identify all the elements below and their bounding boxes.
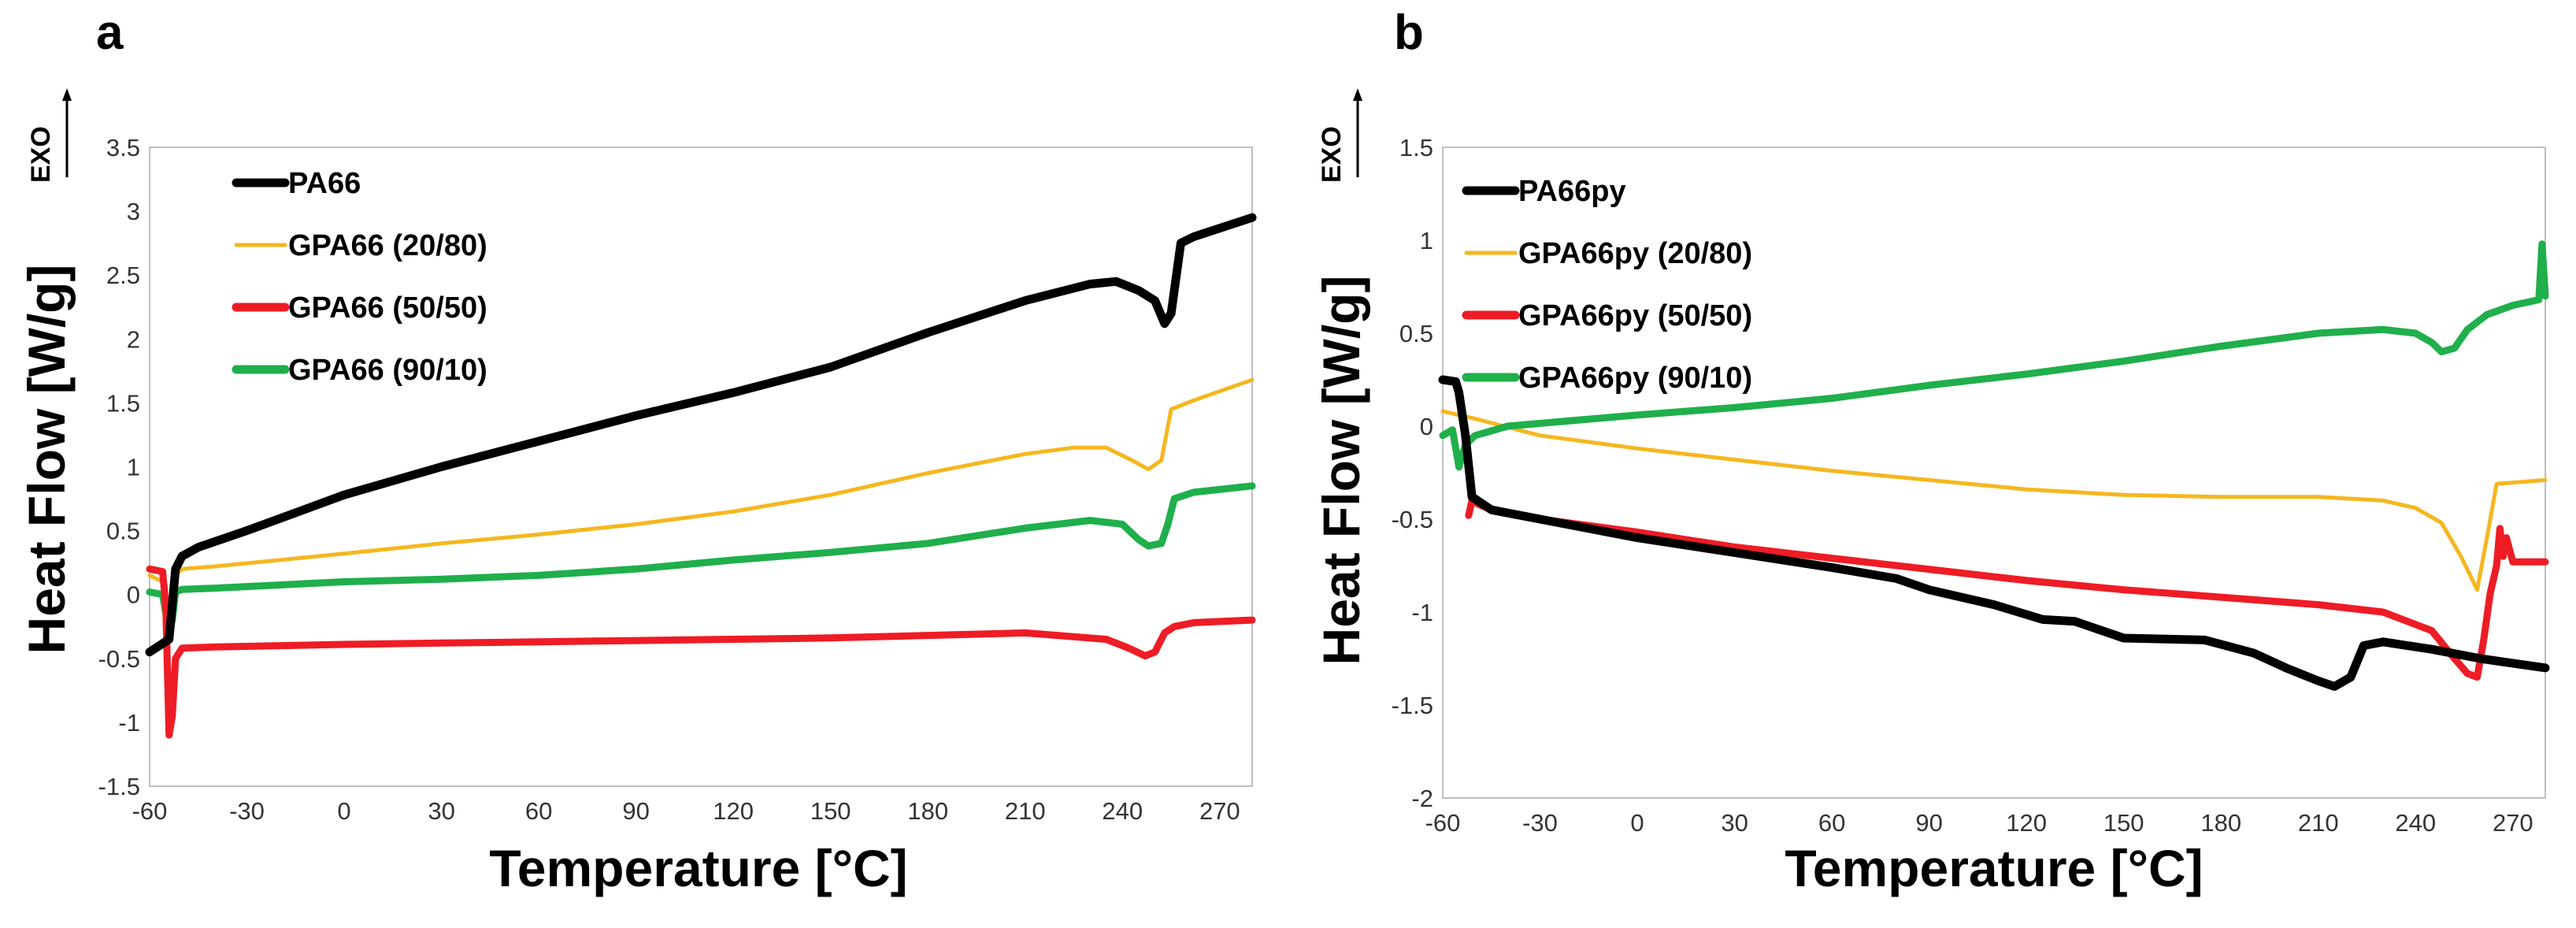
series-line-pa66py xyxy=(1438,375,2550,691)
x-tick-label: 150 xyxy=(810,797,851,825)
x-tick-label: 30 xyxy=(428,797,454,825)
exo-arrow-head-b xyxy=(1353,88,1362,101)
exo-arrow-head-a xyxy=(62,88,72,101)
x-tick-label: 60 xyxy=(1818,809,1845,837)
tick-labels-a: -1.5 -1 -0.5 0 0.5 1 1.5 2 2.5 3 3.5 -60 -30 0 30 60 90 1… xyxy=(98,134,1240,825)
tick-labels-b: -2 -1.5 -1 -0.5 0 0.5 1 1.5 -60 -30 0 30 60 90 120 150 1… xyxy=(1392,134,2533,837)
legend-b: PA66py GPA66py (20/80) GPA66py (50/50) GPA6… xyxy=(1462,175,1752,395)
y-tick-label: -1 xyxy=(1411,599,1433,626)
plot-area-a xyxy=(149,147,1253,787)
x-tick-label: 0 xyxy=(337,797,350,825)
x-tick-label: -30 xyxy=(229,797,265,825)
series-line-gpa66-50-50 xyxy=(146,565,1256,739)
y-tick-label: -0.5 xyxy=(1392,506,1433,533)
y-tick-label: 3 xyxy=(127,198,140,225)
y-tick-label: -0.5 xyxy=(98,645,140,673)
legend-label: PA66 xyxy=(288,167,361,200)
x-tick-label: 270 xyxy=(1199,797,1240,825)
y-tick-label: 1 xyxy=(127,454,140,481)
legend-label: GPA66py (90/10) xyxy=(1518,362,1752,395)
x-tick-label: 90 xyxy=(1915,809,1942,837)
legend-a: PA66 GPA66 (20/80) GPA66 (50/50) GPA66 (90/… xyxy=(232,167,487,387)
legend-label: GPA66py (20/80) xyxy=(1518,237,1752,270)
y-tick-label: 0 xyxy=(1420,413,1433,440)
panel-letter-b: b xyxy=(1394,6,1424,60)
x-tick-label: 120 xyxy=(2006,809,2047,837)
series-lines-a xyxy=(145,213,1257,739)
x-tick-label: 210 xyxy=(1005,797,1046,825)
y-tick-label: -1 xyxy=(118,709,140,737)
y-axis-title-a: Heat Flow [W/g] xyxy=(17,265,76,655)
x-tick-label: 180 xyxy=(907,797,948,825)
y-tick-label: 2.5 xyxy=(106,262,140,289)
legend-label: PA66py xyxy=(1518,175,1626,208)
exo-indicator-a: EXO xyxy=(26,88,72,183)
x-tick-label: 180 xyxy=(2200,809,2241,837)
legend-label: GPA66py (50/50) xyxy=(1518,299,1752,332)
x-tick-label: 150 xyxy=(2103,809,2144,837)
x-tick-label: 30 xyxy=(1721,809,1748,837)
y-tick-label: 0 xyxy=(127,581,140,609)
x-tick-label: 0 xyxy=(1630,809,1644,837)
x-tick-label: -30 xyxy=(1522,809,1558,837)
series-line-pa66 xyxy=(145,213,1257,657)
x-tick-label: 60 xyxy=(525,797,552,825)
series-lines-b xyxy=(1438,240,2550,691)
y-tick-label: -1.5 xyxy=(1392,692,1433,719)
panel-letter-a: a xyxy=(96,6,124,60)
y-axis-title-b: Heat Flow [W/g] xyxy=(1312,276,1370,666)
legend-label: GPA66 (50/50) xyxy=(288,291,487,325)
legend-label: GPA66 (90/10) xyxy=(288,354,487,387)
series-line-gpa66py-20-80 xyxy=(1440,409,2548,592)
x-tick-label: 210 xyxy=(2298,809,2339,837)
plot-area-b xyxy=(1442,147,2546,799)
x-tick-label: 240 xyxy=(2395,809,2436,837)
x-tick-label: 120 xyxy=(713,797,754,825)
exo-indicator-b: EXO xyxy=(1317,88,1362,183)
x-axis-title-b: Temperature [°C] xyxy=(1785,839,2203,897)
x-tick-label: -60 xyxy=(1425,809,1461,837)
series-line-gpa66py-90-10 xyxy=(1439,240,2549,471)
y-tick-label: 1 xyxy=(1420,227,1433,254)
panel-a: a EXO Heat Flow [W/g] Temperature [°C] -… xyxy=(17,6,1257,897)
legend-label: GPA66 (20/80) xyxy=(288,229,487,262)
y-tick-label: 1.5 xyxy=(1399,134,1433,161)
x-tick-label: 270 xyxy=(2493,809,2533,837)
y-tick-label: 0.5 xyxy=(106,518,140,545)
y-tick-label: 1.5 xyxy=(106,389,140,417)
y-tick-label: 0.5 xyxy=(1399,320,1433,347)
exo-label-a: EXO xyxy=(26,126,56,183)
y-tick-label: -2 xyxy=(1411,785,1433,812)
y-tick-label: 2 xyxy=(127,325,140,353)
panel-b: b EXO Heat Flow [W/g] Temperature [°C] -… xyxy=(1312,6,2550,897)
exo-label-b: EXO xyxy=(1317,126,1347,183)
x-tick-label: 240 xyxy=(1102,797,1143,825)
x-axis-title-a: Temperature [°C] xyxy=(489,839,907,897)
x-tick-label: 90 xyxy=(622,797,649,825)
y-tick-label: -1.5 xyxy=(98,773,140,800)
y-tick-label: 3.5 xyxy=(106,134,140,161)
x-tick-label: -60 xyxy=(132,797,168,825)
